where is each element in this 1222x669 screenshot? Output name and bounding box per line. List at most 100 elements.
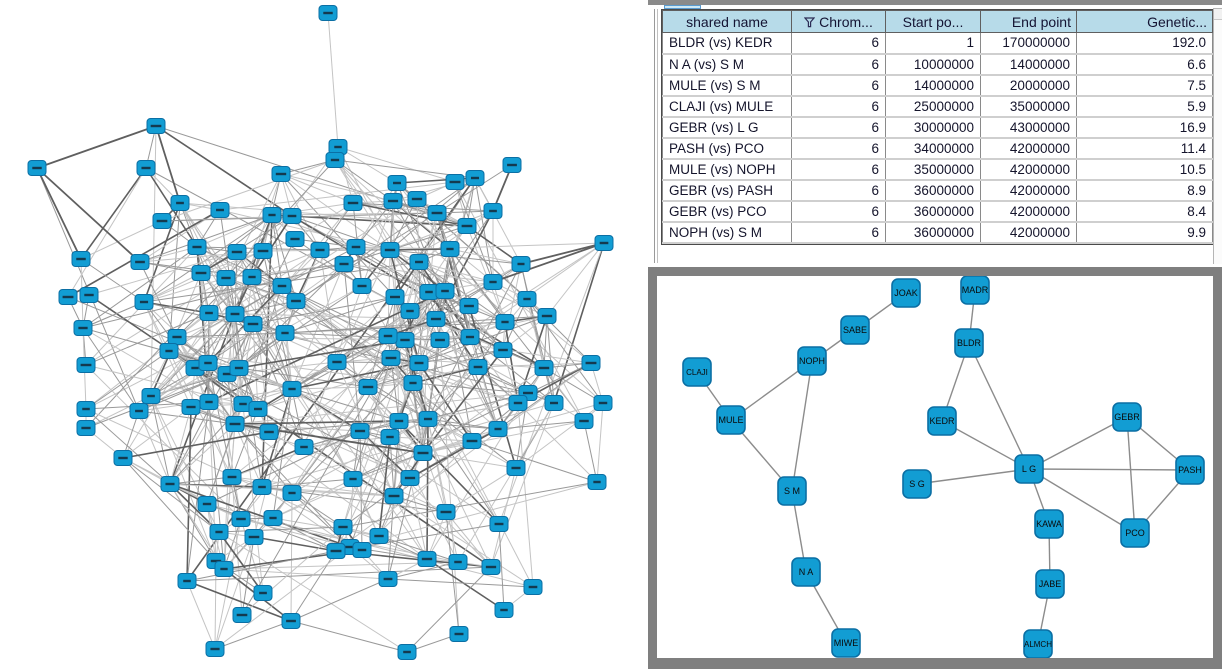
network-edge[interactable] (155, 125, 181, 204)
network-edge[interactable] (257, 332, 286, 410)
network-edge[interactable] (352, 362, 592, 480)
network-edge[interactable] (206, 423, 236, 505)
table-row[interactable]: MULE (vs) NOPH 6 35000000 42000000 10.5 (662, 158, 1213, 181)
network-edge[interactable] (176, 332, 286, 338)
network-edge[interactable] (342, 477, 411, 528)
overview-network-graph[interactable] (0, 0, 648, 669)
network-edge[interactable] (343, 263, 494, 283)
network-edge[interactable] (206, 430, 361, 505)
network-edge[interactable] (490, 402, 555, 568)
network-edge[interactable] (387, 561, 459, 580)
network-edge[interactable] (186, 550, 337, 582)
network-edge[interactable] (169, 476, 233, 485)
network-edge[interactable] (418, 261, 506, 323)
network-edge[interactable] (36, 167, 141, 263)
network-edge[interactable] (422, 349, 504, 454)
network-edge[interactable] (85, 350, 170, 410)
network-edge[interactable] (161, 159, 336, 222)
network-edge[interactable] (155, 125, 468, 227)
network-edge[interactable] (387, 578, 534, 588)
network-edge[interactable] (223, 568, 389, 580)
network-edge[interactable] (352, 202, 494, 212)
network-edge[interactable] (389, 200, 394, 251)
network-edge[interactable] (186, 580, 216, 650)
network-edge[interactable] (169, 367, 240, 485)
network-edge[interactable] (416, 198, 420, 263)
network-edge[interactable] (214, 518, 242, 650)
network-edge[interactable] (272, 478, 354, 519)
subnetwork-node[interactable] (1014, 454, 1044, 484)
network-edge[interactable] (543, 315, 548, 369)
network-edge[interactable] (234, 300, 297, 315)
table-vertical-scrollbar[interactable] (1213, 8, 1222, 264)
subnetwork-node[interactable] (1175, 455, 1205, 485)
network-edge[interactable] (334, 159, 604, 404)
table-row[interactable]: GEBR (vs) PASH 6 36000000 42000000 8.9 (662, 179, 1213, 202)
network-edge[interactable] (200, 250, 264, 274)
network-edge[interactable] (252, 323, 338, 363)
network-edge[interactable] (1028, 416, 1128, 470)
network-edge[interactable] (223, 423, 236, 570)
subnetwork-node[interactable] (797, 346, 827, 376)
table-cell[interactable]: 7.5 (1076, 74, 1213, 97)
table-cell[interactable]: GEBR (vs) PASH (662, 179, 792, 202)
table-cell[interactable]: 6 (791, 74, 886, 97)
network-edge[interactable] (457, 402, 555, 563)
network-edge[interactable] (280, 173, 396, 298)
network-edge[interactable] (291, 310, 411, 390)
table-cell[interactable]: 30000000 (885, 116, 981, 139)
network-edge[interactable] (389, 436, 395, 497)
subnetwork-graph[interactable]: JOAK SABE NOPH CLAJI MULE S M N A MIWE MADR BLDR K… (657, 276, 1213, 658)
network-edge[interactable] (445, 511, 492, 568)
column-header-3[interactable]: End point (980, 10, 1077, 33)
network-edge[interactable] (223, 518, 242, 570)
network-edge[interactable] (231, 408, 259, 478)
network-edge[interactable] (168, 350, 411, 479)
subnetwork-node[interactable] (902, 469, 932, 499)
network-edge[interactable] (422, 428, 499, 454)
table-cell[interactable]: 8.4 (1076, 200, 1213, 223)
table-cell[interactable]: 8.9 (1076, 179, 1213, 202)
network-edge[interactable] (334, 159, 394, 202)
network-edge[interactable] (352, 478, 380, 537)
table-cell[interactable]: 42000000 (980, 137, 1077, 160)
network-edge[interactable] (426, 558, 505, 611)
table-cell[interactable]: NOPH (vs) S M (662, 221, 792, 244)
network-edge[interactable] (498, 523, 505, 611)
subnetwork-node[interactable] (1112, 402, 1142, 432)
network-edge[interactable] (169, 423, 236, 485)
network-edge[interactable] (517, 402, 598, 483)
network-edge[interactable] (515, 402, 604, 469)
network-edge[interactable] (409, 428, 499, 479)
network-edge[interactable] (295, 300, 414, 384)
network-edge[interactable] (439, 315, 548, 341)
table-cell[interactable]: 14000000 (885, 74, 981, 97)
network-edge[interactable] (422, 452, 517, 469)
network-edge[interactable] (284, 249, 321, 334)
network-edge[interactable] (389, 198, 418, 251)
network-edge[interactable] (497, 420, 585, 430)
network-edge[interactable] (251, 249, 321, 278)
network-edge[interactable] (85, 159, 336, 429)
network-edge[interactable] (337, 146, 456, 183)
network-edge[interactable] (36, 167, 82, 260)
network-edge[interactable] (219, 181, 456, 211)
column-header-4[interactable]: Genetic... (1076, 10, 1213, 33)
network-edge[interactable] (253, 536, 337, 552)
network-edge[interactable] (226, 373, 236, 425)
network-edge[interactable] (389, 225, 468, 251)
network-edge[interactable] (82, 263, 345, 329)
table-cell[interactable]: 42000000 (980, 221, 1077, 244)
table-cell[interactable]: 35000000 (885, 158, 981, 181)
network-edge[interactable] (186, 401, 210, 582)
network-edge[interactable] (218, 526, 344, 533)
network-edge[interactable] (85, 277, 227, 366)
table-cell[interactable]: GEBR (vs) L G (662, 116, 792, 139)
network-edge[interactable] (238, 263, 345, 369)
table-cell[interactable]: 6 (791, 179, 886, 202)
network-edge[interactable] (335, 362, 592, 552)
network-edge[interactable] (502, 298, 528, 351)
subnetwork-node[interactable] (954, 328, 984, 358)
table-cell[interactable]: PASH (vs) PCO (662, 137, 792, 160)
subnetwork-node[interactable] (716, 405, 746, 435)
